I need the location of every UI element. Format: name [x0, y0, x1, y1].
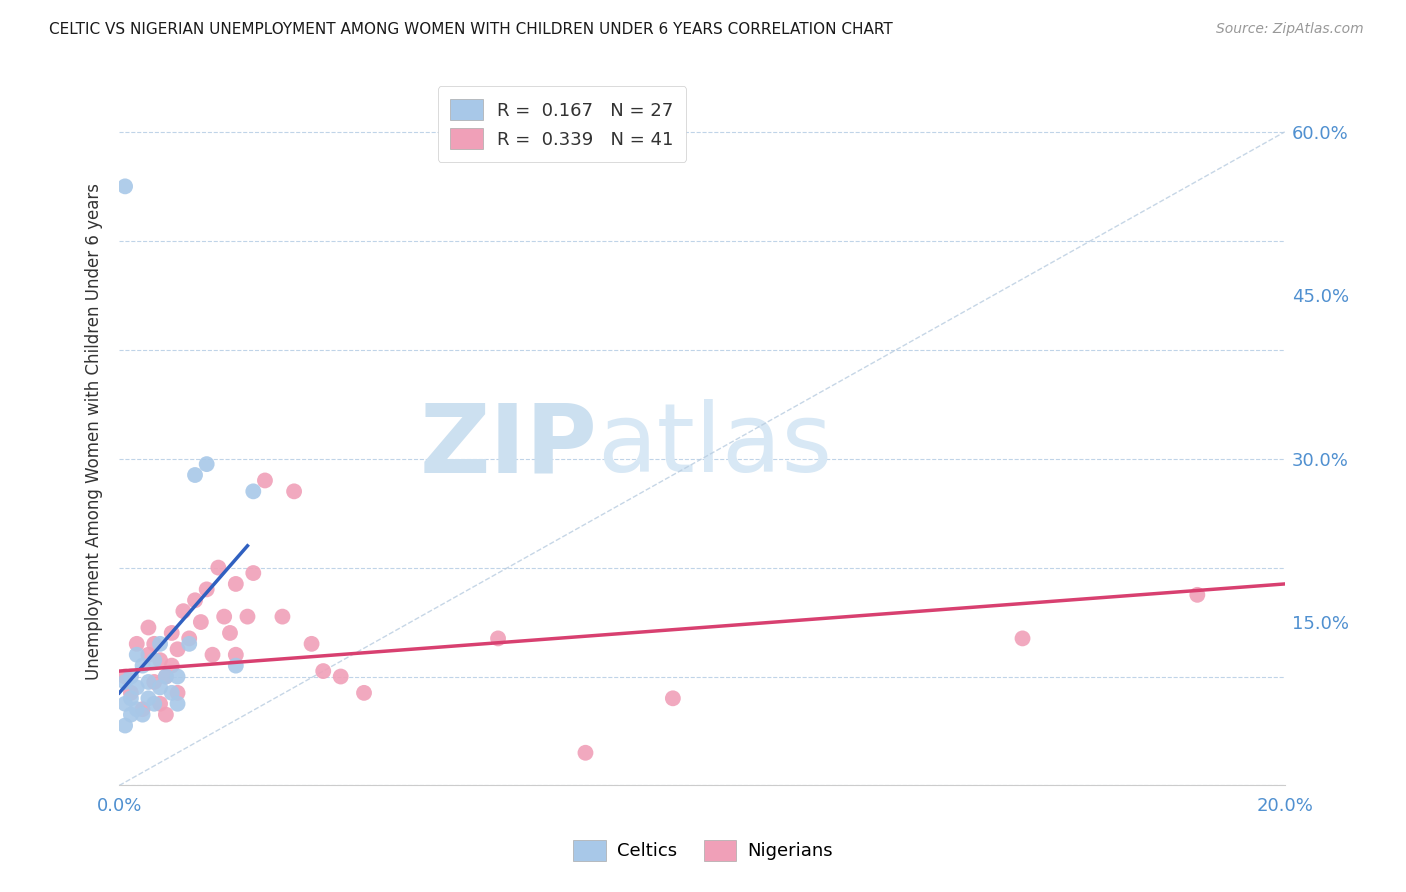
- Text: CELTIC VS NIGERIAN UNEMPLOYMENT AMONG WOMEN WITH CHILDREN UNDER 6 YEARS CORRELAT: CELTIC VS NIGERIAN UNEMPLOYMENT AMONG WO…: [49, 22, 893, 37]
- Point: [120, 669, 142, 683]
- Point: [486, 632, 509, 646]
- Point: [160, 658, 183, 673]
- Point: [283, 484, 305, 499]
- Point: [353, 686, 375, 700]
- Point: [662, 691, 685, 706]
- Point: [329, 669, 352, 683]
- Point: [125, 702, 148, 716]
- Point: [149, 637, 172, 651]
- Point: [301, 637, 323, 651]
- Point: [160, 626, 183, 640]
- Point: [225, 577, 247, 591]
- Point: [172, 604, 194, 618]
- Point: [271, 609, 294, 624]
- Point: [143, 697, 166, 711]
- Point: [212, 609, 235, 624]
- Text: ZIP: ZIP: [419, 399, 598, 492]
- Point: [166, 642, 188, 657]
- Point: [131, 702, 153, 716]
- Point: [201, 648, 224, 662]
- Point: [125, 637, 148, 651]
- Point: [219, 626, 242, 640]
- Legend: Celtics, Nigerians: Celtics, Nigerians: [564, 830, 842, 870]
- Point: [149, 681, 172, 695]
- Point: [225, 648, 247, 662]
- Point: [155, 669, 177, 683]
- Legend: R =  0.167   N = 27, R =  0.339   N = 41: R = 0.167 N = 27, R = 0.339 N = 41: [437, 87, 686, 161]
- Point: [149, 653, 172, 667]
- Point: [1011, 632, 1033, 646]
- Point: [166, 686, 188, 700]
- Point: [155, 707, 177, 722]
- Point: [184, 593, 207, 607]
- Point: [166, 697, 188, 711]
- Point: [160, 686, 183, 700]
- Point: [574, 746, 596, 760]
- Point: [195, 457, 218, 471]
- Point: [138, 675, 160, 690]
- Point: [120, 707, 142, 722]
- Point: [242, 566, 264, 580]
- Point: [179, 632, 201, 646]
- Point: [120, 691, 142, 706]
- Point: [1187, 588, 1209, 602]
- Point: [190, 615, 212, 629]
- Point: [138, 691, 160, 706]
- Point: [236, 609, 259, 624]
- Point: [143, 675, 166, 690]
- Point: [125, 648, 148, 662]
- Point: [207, 560, 229, 574]
- Y-axis label: Unemployment Among Women with Children Under 6 years: Unemployment Among Women with Children U…: [86, 183, 103, 680]
- Point: [131, 658, 153, 673]
- Point: [114, 675, 136, 690]
- Point: [114, 697, 136, 711]
- Point: [312, 664, 335, 678]
- Point: [179, 637, 201, 651]
- Point: [155, 669, 177, 683]
- Point: [125, 681, 148, 695]
- Point: [143, 637, 166, 651]
- Point: [184, 468, 207, 483]
- Point: [195, 582, 218, 597]
- Text: Source: ZipAtlas.com: Source: ZipAtlas.com: [1216, 22, 1364, 37]
- Point: [253, 474, 276, 488]
- Point: [131, 707, 153, 722]
- Point: [138, 648, 160, 662]
- Point: [143, 653, 166, 667]
- Point: [114, 718, 136, 732]
- Point: [149, 697, 172, 711]
- Point: [242, 484, 264, 499]
- Point: [138, 620, 160, 634]
- Point: [166, 669, 188, 683]
- Point: [114, 179, 136, 194]
- Point: [114, 669, 136, 683]
- Point: [225, 658, 247, 673]
- Text: atlas: atlas: [598, 399, 832, 492]
- Point: [120, 686, 142, 700]
